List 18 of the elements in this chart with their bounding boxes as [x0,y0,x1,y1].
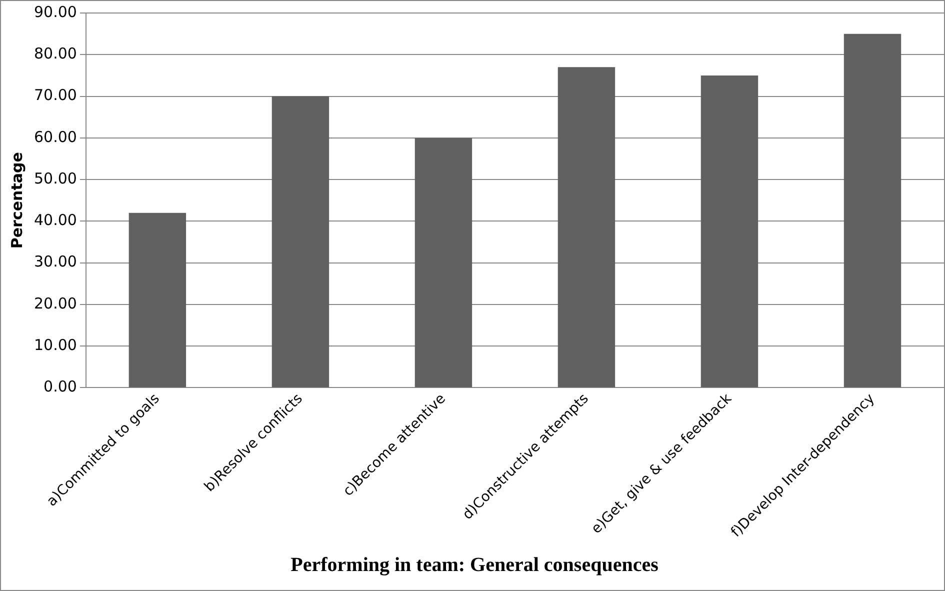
bar [700,75,758,388]
y-tick-label: 40.00 [34,211,77,230]
bar [558,67,616,388]
y-tick-label: 10.00 [34,336,77,354]
bar [272,96,330,388]
y-axis-title: Percentage [8,152,26,249]
y-tick-label: 70.00 [34,86,77,104]
x-axis-title: Performing in team: General consequences [290,554,659,576]
bar [128,212,186,388]
y-tick-label: 60.00 [34,128,77,146]
bar [844,34,902,388]
y-tick-label: 20.00 [34,294,77,312]
y-tick-label: 90.00 [34,2,77,21]
y-tick-label: 80.00 [34,44,77,63]
y-tick-label: 50.00 [34,169,77,188]
y-tick-label: 30.00 [34,252,77,271]
bar [414,138,472,388]
y-tick-label: 0.00 [44,378,77,396]
